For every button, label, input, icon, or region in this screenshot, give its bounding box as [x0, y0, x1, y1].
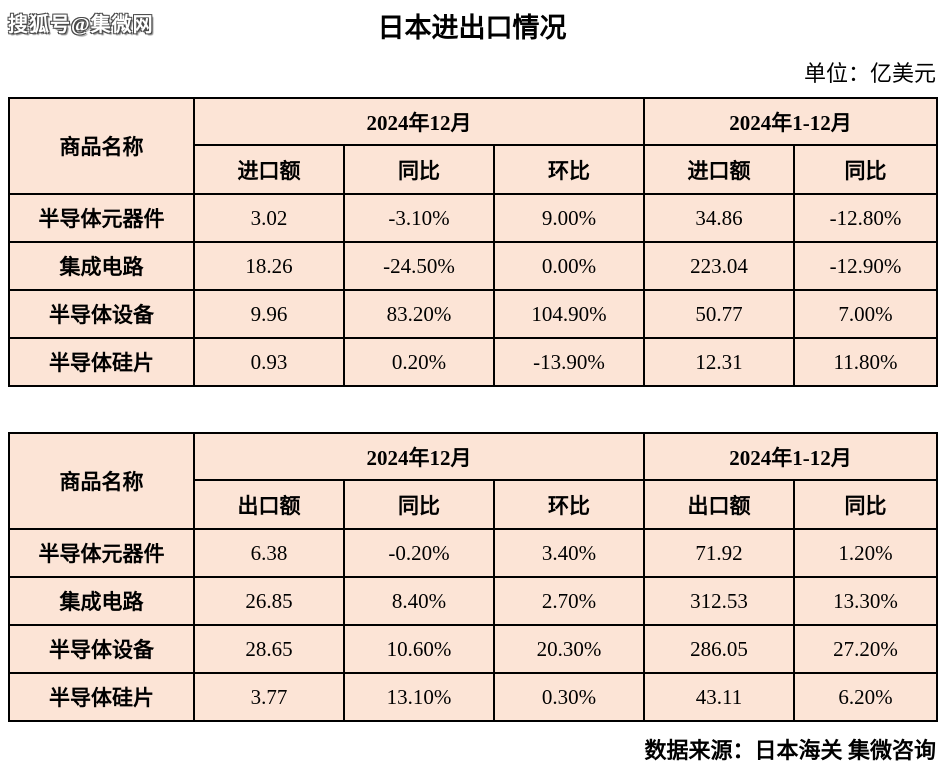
- cell-month-amount: 28.65: [193, 624, 345, 674]
- cell-month-amount: 26.85: [193, 576, 345, 626]
- cell-month-yoy: 83.20%: [343, 289, 495, 339]
- import-col-header-year-amount: 进口额: [643, 144, 796, 195]
- export-header-sub-row: 出口额 同比 环比 出口额 同比: [9, 479, 939, 530]
- table-row: 半导体设备 28.65 10.60% 20.30% 286.05 27.20%: [8, 624, 939, 674]
- export-col-header-year-yoy: 同比: [793, 479, 939, 530]
- export-table: 商品名称 2024年12月 2024年1-12月 出口额 同比 环比 出口额 同…: [8, 432, 939, 722]
- cell-year-yoy: 7.00%: [793, 289, 939, 339]
- cell-month-amount: 6.38: [193, 528, 345, 578]
- unit-label: 单位：亿美元: [803, 61, 936, 86]
- cell-month-mom: 9.00%: [492, 193, 646, 243]
- cell-year-amount: 34.86: [643, 193, 796, 243]
- cell-month-yoy: -0.20%: [343, 528, 495, 578]
- table-row: 半导体硅片 3.77 13.10% 0.30% 43.11 6.20%: [8, 672, 939, 722]
- cell-month-mom: -13.90%: [492, 337, 646, 387]
- export-col-header-product: 商品名称: [8, 432, 195, 530]
- export-col-group-month: 2024年12月: [192, 432, 646, 481]
- import-table: 商品名称 2024年12月 2024年1-12月 进口额 同比 环比 进口额 同…: [8, 97, 939, 387]
- cell-month-amount: 3.02: [193, 193, 345, 243]
- cell-year-amount: 71.92: [643, 528, 796, 578]
- export-col-header-month-yoy: 同比: [343, 479, 495, 530]
- import-col-group-year: 2024年1-12月: [643, 97, 939, 146]
- cell-year-amount: 312.53: [643, 576, 796, 626]
- cell-year-amount: 50.77: [643, 289, 796, 339]
- cell-year-amount: 286.05: [643, 624, 796, 674]
- cell-month-amount: 0.93: [193, 337, 345, 387]
- table-row: 半导体设备 9.96 83.20% 104.90% 50.77 7.00%: [8, 289, 939, 339]
- table-row: 半导体元器件 6.38 -0.20% 3.40% 71.92 1.20%: [8, 528, 939, 578]
- cell-month-amount: 18.26: [193, 241, 345, 291]
- cell-month-amount: 3.77: [193, 672, 345, 722]
- cell-year-yoy: -12.80%: [793, 193, 939, 243]
- export-col-header-year-amount: 出口额: [643, 479, 796, 530]
- import-col-header-month-yoy: 同比: [343, 144, 495, 195]
- cell-year-yoy: -12.90%: [793, 241, 939, 291]
- cell-year-amount: 12.31: [643, 337, 796, 387]
- product-name: 半导体元器件: [8, 193, 195, 243]
- import-col-header-product: 商品名称: [8, 97, 195, 195]
- cell-month-yoy: 0.20%: [343, 337, 495, 387]
- import-col-header-month-amount: 进口额: [193, 144, 345, 195]
- cell-year-amount: 43.11: [643, 672, 796, 722]
- import-header-sub-row: 进口额 同比 环比 进口额 同比: [9, 144, 939, 195]
- table-row: 半导体元器件 3.02 -3.10% 9.00% 34.86 -12.80%: [8, 193, 939, 243]
- export-col-header-month-mom: 环比: [492, 479, 646, 530]
- product-name: 半导体设备: [8, 624, 195, 674]
- import-col-header-month-mom: 环比: [492, 144, 646, 195]
- cell-month-yoy: 10.60%: [343, 624, 495, 674]
- cell-month-mom: 2.70%: [492, 576, 646, 626]
- cell-year-yoy: 11.80%: [793, 337, 939, 387]
- cell-year-yoy: 27.20%: [793, 624, 939, 674]
- cell-month-yoy: 8.40%: [343, 576, 495, 626]
- export-col-group-year: 2024年1-12月: [643, 432, 939, 481]
- table-row: 半导体硅片 0.93 0.20% -13.90% 12.31 11.80%: [8, 337, 939, 387]
- cell-month-yoy: 13.10%: [343, 672, 495, 722]
- cell-month-mom: 0.00%: [492, 241, 646, 291]
- product-name: 集成电路: [8, 241, 195, 291]
- cell-month-yoy: -3.10%: [343, 193, 495, 243]
- cell-month-mom: 104.90%: [492, 289, 646, 339]
- cell-year-yoy: 13.30%: [793, 576, 939, 626]
- cell-month-amount: 9.96: [193, 289, 345, 339]
- product-name: 半导体元器件: [8, 528, 195, 578]
- cell-year-yoy: 6.20%: [793, 672, 939, 722]
- import-col-group-month: 2024年12月: [192, 97, 646, 146]
- table-row: 集成电路 18.26 -24.50% 0.00% 223.04 -12.90%: [8, 241, 939, 291]
- product-name: 半导体硅片: [8, 337, 195, 387]
- cell-year-yoy: 1.20%: [793, 528, 939, 578]
- sohu-watermark: 搜狐号@集微网: [8, 14, 154, 36]
- table-row: 集成电路 26.85 8.40% 2.70% 312.53 13.30%: [8, 576, 939, 626]
- product-name: 半导体设备: [8, 289, 195, 339]
- page-title: 日本进出口情况: [377, 13, 567, 43]
- data-source-label: 数据来源：日本海关 集微咨询: [644, 738, 936, 763]
- cell-month-mom: 20.30%: [492, 624, 646, 674]
- export-col-header-month-amount: 出口额: [193, 479, 345, 530]
- cell-year-amount: 223.04: [643, 241, 796, 291]
- cell-month-mom: 3.40%: [492, 528, 646, 578]
- cell-month-mom: 0.30%: [492, 672, 646, 722]
- import-header-group-row: 商品名称 2024年12月 2024年1-12月: [8, 97, 939, 195]
- import-col-header-year-yoy: 同比: [793, 144, 939, 195]
- export-header-group-row: 商品名称 2024年12月 2024年1-12月: [8, 432, 939, 530]
- cell-month-yoy: -24.50%: [343, 241, 495, 291]
- product-name: 集成电路: [8, 576, 195, 626]
- product-name: 半导体硅片: [8, 672, 195, 722]
